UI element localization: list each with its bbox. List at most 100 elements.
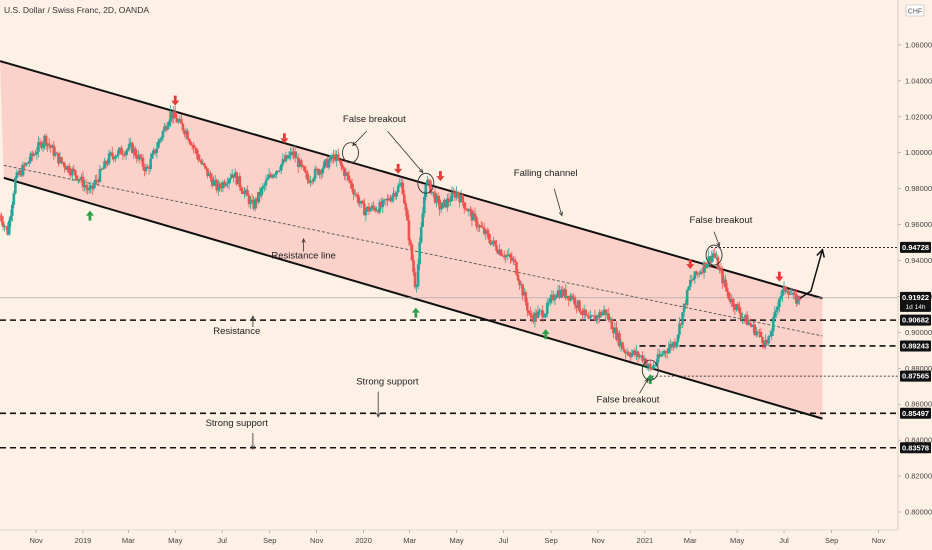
candle-body bbox=[608, 319, 612, 321]
candle-body bbox=[363, 203, 366, 216]
price-tick-label: 0.84000 bbox=[905, 436, 932, 445]
candle bbox=[512, 255, 515, 266]
candle-body bbox=[410, 244, 414, 261]
candle bbox=[596, 314, 600, 324]
candle-body bbox=[785, 291, 789, 292]
candle-body bbox=[466, 209, 469, 212]
candle bbox=[616, 330, 620, 346]
candle-body bbox=[109, 152, 112, 154]
candle-body bbox=[72, 168, 76, 171]
level-price-badge: 0.85497 bbox=[900, 407, 931, 419]
candle bbox=[587, 311, 591, 320]
candle-body bbox=[401, 182, 405, 195]
candle bbox=[129, 137, 132, 147]
time-axis[interactable]: Nov 2019 Mar May Jul Sep Nov 2020 Mar May Jul Sep No… bbox=[0, 529, 898, 550]
candle-body bbox=[581, 313, 584, 315]
candle bbox=[556, 284, 560, 298]
candle-body bbox=[127, 144, 131, 150]
candle bbox=[137, 150, 140, 161]
candle-body bbox=[221, 182, 225, 189]
candle-body bbox=[275, 170, 279, 175]
candle bbox=[52, 140, 56, 161]
candle-body bbox=[123, 154, 126, 156]
time-tick-label: May bbox=[168, 536, 182, 545]
candle-body bbox=[753, 324, 757, 336]
candle-body bbox=[476, 226, 480, 228]
candle-body bbox=[501, 255, 504, 257]
candle bbox=[569, 293, 572, 302]
candle-body bbox=[490, 242, 494, 245]
candle bbox=[406, 207, 409, 221]
candle bbox=[240, 185, 243, 195]
candle bbox=[478, 223, 481, 233]
candle bbox=[790, 287, 793, 295]
candle-body bbox=[538, 310, 541, 312]
candle-body bbox=[89, 185, 92, 189]
breakout-circle bbox=[417, 172, 435, 194]
candle-body bbox=[673, 342, 677, 347]
candle bbox=[419, 222, 423, 244]
candle-body bbox=[330, 155, 334, 159]
price-axis[interactable]: 0.80000 0.82000 0.84000 0.86000 0.88000 0.900… bbox=[897, 0, 932, 550]
candle bbox=[94, 174, 97, 188]
candle bbox=[653, 363, 657, 368]
candle-body bbox=[764, 339, 767, 346]
candle bbox=[289, 147, 292, 161]
candle bbox=[682, 303, 686, 317]
candle bbox=[496, 248, 500, 255]
candle-body bbox=[412, 260, 415, 273]
candle bbox=[608, 317, 612, 323]
candle bbox=[147, 165, 151, 175]
candle-body bbox=[589, 315, 592, 319]
candle-body bbox=[163, 126, 166, 131]
time-tick-label: Mar bbox=[684, 536, 697, 545]
level-price-badge: 0.89243 bbox=[900, 340, 931, 352]
candle bbox=[472, 210, 475, 221]
candle bbox=[707, 250, 710, 267]
candle bbox=[533, 309, 537, 328]
candle bbox=[595, 314, 598, 324]
candle-body bbox=[791, 292, 795, 295]
badge-label: 0.83578 bbox=[902, 443, 929, 452]
candle bbox=[495, 239, 498, 253]
candle-body bbox=[40, 142, 43, 148]
candle bbox=[173, 105, 177, 118]
candle-body bbox=[559, 289, 563, 298]
candle bbox=[582, 304, 586, 321]
pointer-arrowhead bbox=[418, 168, 424, 174]
candle bbox=[475, 215, 478, 230]
candle-body bbox=[413, 272, 417, 288]
candle-body bbox=[118, 147, 122, 151]
candle-body bbox=[98, 168, 102, 182]
candle-body bbox=[688, 280, 692, 287]
candle bbox=[166, 122, 169, 131]
candle bbox=[684, 299, 687, 309]
candle-body bbox=[216, 183, 220, 191]
candle-body bbox=[29, 153, 33, 162]
candle bbox=[722, 276, 726, 287]
candle-body bbox=[487, 233, 491, 240]
candle-body bbox=[64, 167, 68, 170]
candle bbox=[273, 172, 277, 179]
candle-body bbox=[26, 162, 29, 164]
candle bbox=[149, 152, 152, 172]
candle-body bbox=[536, 311, 540, 318]
candle bbox=[230, 169, 234, 179]
candle-body bbox=[404, 203, 408, 211]
candle bbox=[742, 317, 746, 324]
candle-body bbox=[47, 143, 51, 146]
candle-body bbox=[267, 174, 271, 179]
candle bbox=[26, 162, 29, 164]
candle bbox=[432, 191, 435, 199]
candle-body bbox=[132, 148, 136, 153]
candle bbox=[312, 176, 315, 184]
candle bbox=[541, 305, 544, 323]
candle-body bbox=[17, 172, 20, 175]
projection-path bbox=[799, 249, 824, 299]
arrow-shaft bbox=[688, 259, 692, 265]
candle-body bbox=[192, 145, 195, 148]
candle bbox=[67, 162, 71, 176]
candle-body bbox=[289, 151, 292, 156]
